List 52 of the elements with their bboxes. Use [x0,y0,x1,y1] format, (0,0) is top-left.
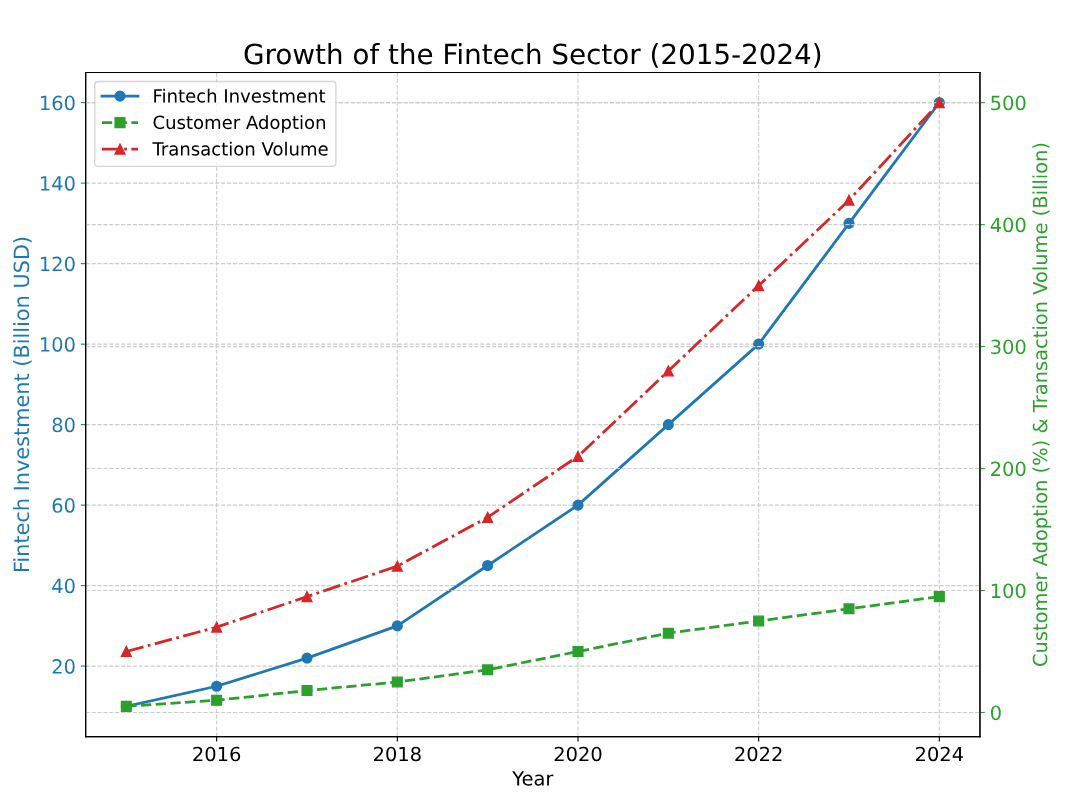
y-tick-label: 80 [52,417,75,433]
point [572,450,584,462]
x-axis-title: Year [512,771,554,786]
point [482,664,494,676]
point [572,645,584,658]
chart-title: Growth of the Fintech Sector (2015-2024) [244,43,821,68]
point [211,680,223,692]
point [211,621,223,633]
point [391,620,403,632]
point [482,511,494,523]
point [662,365,674,377]
x-tick-label: 2024 [916,746,963,762]
x-tick-label: 2016 [193,746,241,762]
point [482,559,494,572]
legend-label: Transaction Volume [152,141,328,156]
y2-tick-label: 300 [991,339,1026,355]
y-tick-label: 40 [52,578,75,594]
y2-axis-title: Customer Adoption (%) & Transaction Volume (Billion) [1032,143,1052,666]
y-tick-label: 160 [40,95,75,111]
y-tick-label: 140 [40,176,75,191]
point [301,652,313,664]
point [211,694,223,706]
point [753,280,765,292]
point [572,499,584,511]
y2-tick-label: 100 [991,583,1026,599]
point [753,615,765,627]
y-tick-label: 120 [40,256,75,272]
point [933,591,945,603]
legend-label: Fintech Investment [154,88,326,103]
point [301,684,313,697]
point [753,338,765,350]
point [843,217,855,229]
y2-tick-label: 500 [991,95,1026,111]
y-tick-label: 60 [52,498,75,513]
x-tick-label: 2022 [735,746,782,762]
point [662,627,674,639]
point [391,560,403,572]
point [843,603,855,615]
point [120,645,132,658]
point [301,591,313,603]
legend-label: Customer Adoption [153,115,325,133]
x-tick-label: 2018 [374,746,421,762]
point [843,194,855,206]
point [662,419,674,431]
y-tick-label: 20 [52,659,75,674]
y2-tick-label: 0 [990,705,1001,721]
y2-tick-label: 200 [991,461,1026,477]
y-axis-title: Fintech Investment (Billion USD) [13,237,32,572]
x-tick-label: 2020 [554,746,602,762]
y-tick-label: 100 [40,337,75,352]
y2-tick-label: 400 [990,217,1026,233]
point [391,676,403,688]
